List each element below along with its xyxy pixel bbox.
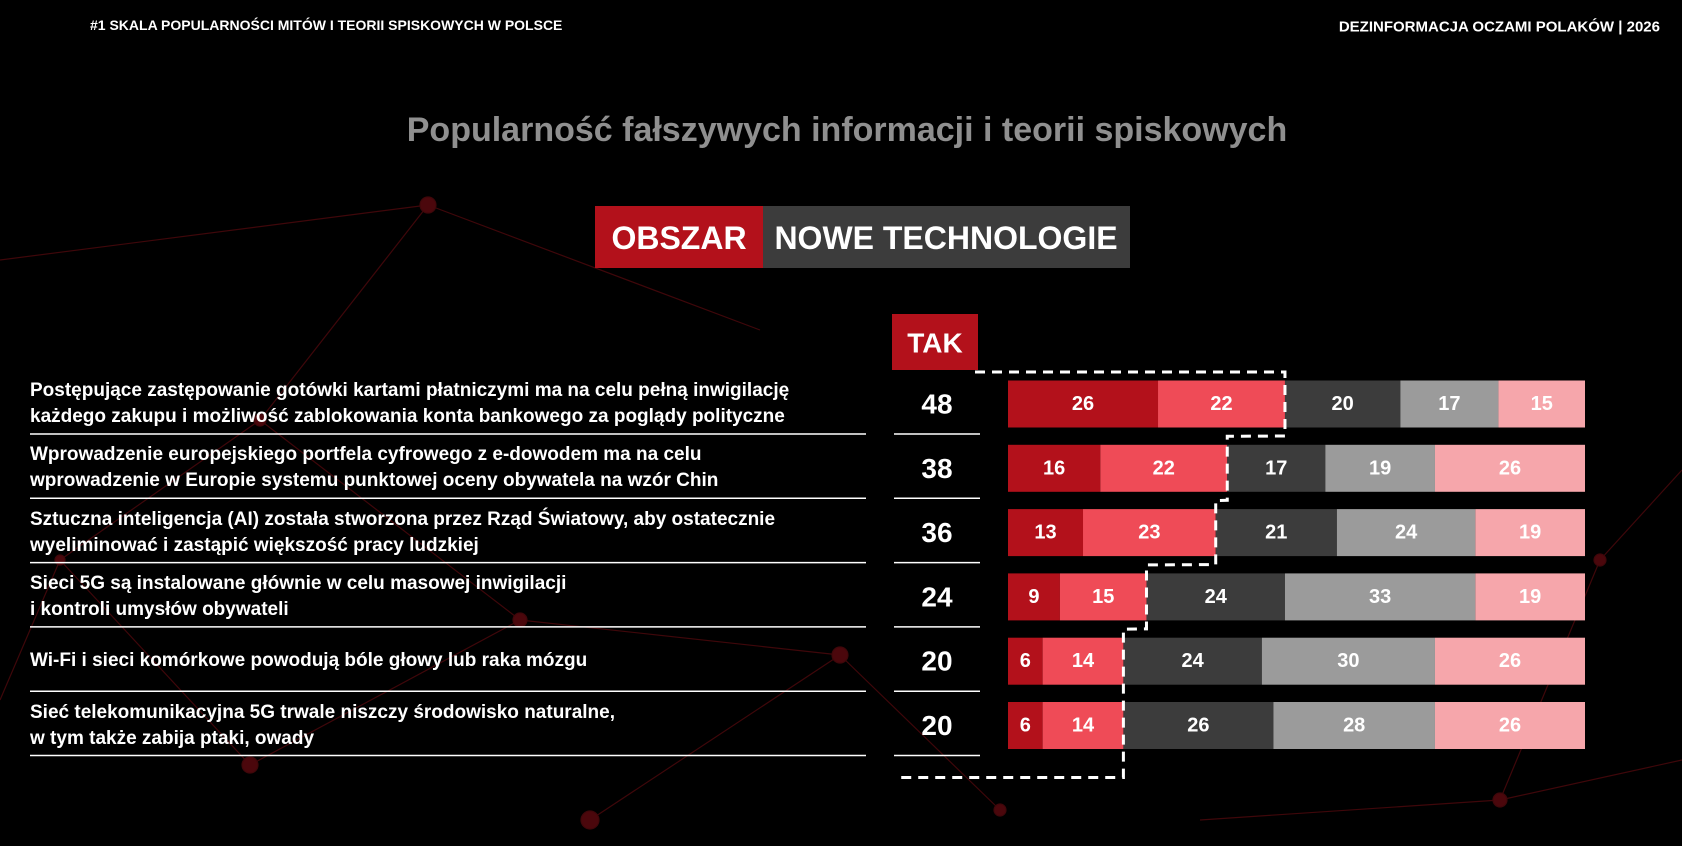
bar-segment: [1042, 702, 1124, 749]
value-label: 14: [1072, 715, 1095, 737]
bar-segment: [1059, 573, 1147, 621]
bar-segment: [1100, 444, 1228, 492]
value-label: 13: [1034, 522, 1056, 544]
value-label: 30: [1337, 650, 1359, 672]
tak-boundary: [896, 370, 1287, 779]
bar-segment: [1008, 380, 1159, 428]
value-label: 26: [1499, 457, 1521, 479]
bar-segment: [1284, 380, 1401, 428]
bar-segment: [1008, 702, 1043, 749]
bar-segment: [1215, 509, 1337, 557]
value-label: 17: [1265, 457, 1287, 479]
value-label: 24: [1395, 522, 1418, 544]
bar-segment: [1325, 444, 1435, 492]
value-label: 19: [1519, 522, 1541, 544]
value-label: 15: [1531, 393, 1553, 415]
value-label: 24: [1182, 650, 1205, 672]
bar-segment: [1434, 444, 1585, 492]
chart-title: Popularność fałszywych informacji i teor…: [407, 111, 1287, 149]
value-label: 6: [1020, 715, 1031, 737]
statement: Postępujące zastępowanie gotówki kartami…: [30, 380, 790, 427]
value-label: 26: [1072, 393, 1094, 415]
bar-segment: [1261, 637, 1435, 685]
bar-segment: [1008, 573, 1060, 621]
statement: Wi-Fi i sieci komórkowe powodują bóle gł…: [30, 650, 588, 672]
statement: Wprowadzenie europejskiego portfela cyfr…: [30, 444, 719, 492]
bar-segment: [1400, 380, 1499, 428]
tak-value: 20: [921, 710, 952, 741]
bar-segment: [1008, 637, 1043, 685]
badge-value-box: [763, 206, 1130, 268]
tak-header: TAK: [907, 328, 962, 359]
bar-segment: [1008, 444, 1101, 492]
bar-segment: [1146, 573, 1285, 621]
bar-segment: [1434, 702, 1585, 749]
bar-segment: [1227, 444, 1326, 492]
value-label: 19: [1519, 586, 1541, 608]
value-label: 33: [1369, 586, 1391, 608]
bar-segment: [1336, 509, 1476, 557]
value-label: 23: [1138, 522, 1160, 544]
bar-segment: [1284, 573, 1476, 621]
bar-segment: [1475, 509, 1585, 557]
header-right: DEZINFORMACJA OCZAMI POLAKÓW | 2026: [1339, 18, 1660, 36]
badge-label-box: [595, 206, 763, 268]
value-label: 16: [1043, 457, 1065, 479]
value-label: 22: [1210, 393, 1232, 415]
value-label: 22: [1153, 457, 1175, 479]
statement: Sieci 5G są instalowane głównie w celu m…: [30, 572, 567, 620]
value-label: 9: [1028, 586, 1039, 608]
bar-segment: [1123, 637, 1262, 685]
statement: Sieć telekomunikacyjna 5G trwale niszczy…: [30, 701, 615, 749]
bar-segment: [1158, 380, 1285, 428]
statement: Sztuczna inteligencja (AI) została stwor…: [30, 508, 776, 556]
bar-segment: [1434, 637, 1585, 685]
bar-segment: [1273, 702, 1435, 749]
tak-value: 48: [921, 389, 952, 420]
value-label: 24: [1205, 586, 1228, 608]
value-label: 14: [1072, 650, 1095, 672]
bar-segment: [1042, 637, 1124, 685]
value-label: 17: [1438, 393, 1460, 415]
tak-value: 20: [921, 646, 952, 677]
bar-segment: [1008, 509, 1084, 557]
value-label: 6: [1020, 650, 1031, 672]
value-label: 20: [1332, 393, 1354, 415]
tak-value: 24: [921, 581, 953, 612]
value-label: 28: [1343, 715, 1365, 737]
bar-segment: [1123, 702, 1274, 749]
bar-segment: [1475, 573, 1585, 621]
bar-segment: [1498, 380, 1585, 428]
tak-value: 36: [921, 517, 952, 548]
header-left: #1 SKALA POPULARNOŚCI MITÓW I TEORII SPI…: [90, 16, 562, 33]
badge-label: OBSZAR: [611, 220, 746, 256]
value-label: 26: [1499, 715, 1521, 737]
value-label: 26: [1187, 715, 1209, 737]
bar-segment: [1083, 509, 1216, 557]
value-label: 21: [1265, 522, 1287, 544]
badge-value: NOWE TECHNOLOGIE: [774, 220, 1117, 256]
value-label: 26: [1499, 650, 1521, 672]
tak-value: 38: [921, 453, 952, 484]
value-label: 15: [1092, 586, 1114, 608]
value-label: 19: [1369, 457, 1391, 479]
tak-header-box: [892, 314, 978, 370]
